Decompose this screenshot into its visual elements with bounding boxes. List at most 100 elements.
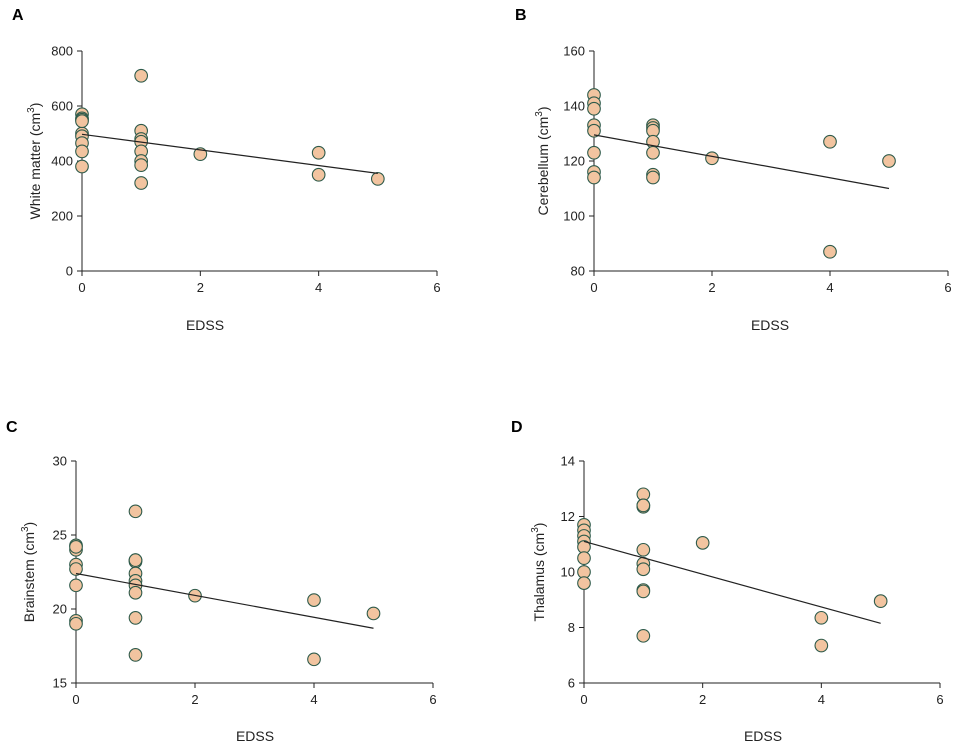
panel-c: C 15 20 25 30 0 2 4 6 EDSS Brainstem (cm3): [6, 419, 437, 744]
panel-b-point: [882, 154, 896, 168]
panel-a-x-tick-label: 0: [78, 280, 85, 295]
panel-a-point: [134, 68, 149, 83]
panel-a-point: [370, 172, 385, 186]
panel-a-y-tick-label: 0: [66, 264, 73, 279]
panel-d-trend-line: [583, 540, 881, 624]
panel-b-y-axis-title-end: ): [535, 106, 551, 111]
panel-b-y-tick-label: 120: [563, 154, 585, 169]
panel-b-y-tick-label: 100: [563, 209, 585, 224]
panel-c-y-axis-title-main: Brainstem (cm: [21, 532, 37, 622]
panel-d-x-axis-title: EDSS: [744, 728, 782, 744]
panel-a-y-axis-title-end: ): [27, 103, 43, 108]
panel-c-point: [69, 578, 83, 593]
panel-c-x-tick-label: 6: [429, 692, 436, 707]
panel-c-y-tick-label: 15: [53, 676, 67, 691]
panel-b-point: [587, 170, 601, 185]
panel-b-x-axis-title: EDSS: [751, 317, 789, 333]
panel-b-y-axis-title-sup: 3: [534, 111, 545, 117]
panel-b-y-tick-label: 140: [563, 99, 585, 114]
panel-b-point: [587, 145, 601, 160]
panel-d-y-axis-title-end: ): [531, 523, 547, 528]
panel-d-point: [695, 536, 710, 550]
panel-d-letter: D: [511, 419, 523, 436]
panel-c-y-tick-label: 20: [53, 602, 67, 617]
panel-d-y-tick-label: 6: [568, 676, 575, 691]
panel-a-point: [134, 176, 149, 190]
panel-c-point: [69, 616, 83, 631]
panel-a-y-axis-title-sup: 3: [26, 107, 37, 113]
panel-b-x-tick-label: 4: [826, 280, 833, 295]
panel-a-point: [75, 159, 89, 174]
panel-a-point: [193, 147, 208, 161]
panel-d-y-axis-title-main: Thalamus (cm: [531, 533, 547, 622]
panel-c-point: [128, 648, 143, 662]
panel-a-trend-line: [81, 133, 378, 174]
panel-c-point: [69, 539, 83, 554]
panel-b-x-tick-label: 0: [590, 280, 597, 295]
panel-c-point: [128, 585, 143, 600]
panel-d-x-tick-label: 0: [580, 692, 587, 707]
panel-b-y-axis-title: Cerebellum (cm3): [534, 106, 551, 215]
panel-c-y-axis-title: Brainstem (cm3): [20, 522, 37, 622]
panel-a-y-tick-label: 400: [51, 154, 73, 169]
panel-a-x-tick-label: 4: [315, 280, 322, 295]
panel-a-y-axis-title-main: White matter (cm: [27, 113, 43, 220]
panel-d-point: [636, 542, 651, 557]
panel-d-x-tick-label: 4: [818, 692, 825, 707]
panel-c-point: [307, 652, 321, 667]
panel-d-point: [814, 638, 829, 653]
panel-b-x-tick-label: 2: [708, 280, 715, 295]
panel-a-y-tick-label: 200: [51, 209, 73, 224]
panel-d-point: [577, 576, 591, 590]
panel-a-x-axis-title: EDSS: [186, 317, 224, 333]
panel-c-point: [128, 611, 143, 625]
panel-d-point: [873, 594, 888, 608]
panel-a-point: [75, 114, 89, 128]
panel-c-y-axis-title-sup: 3: [20, 526, 31, 532]
panel-b-letter: B: [515, 7, 527, 24]
panel-b: B 80 100 120 140 160 0 2 4 6 EDSS Cerebellum (cm3): [515, 7, 952, 333]
panel-b-point: [823, 244, 837, 259]
panel-b-y-tick-label: 160: [563, 44, 585, 59]
panel-c-point: [128, 504, 143, 519]
panel-c-x-axis-title: EDSS: [236, 728, 274, 744]
panel-a-y-tick-label: 800: [51, 44, 73, 59]
panel-a-y-tick-label: 600: [51, 99, 73, 114]
panel-d-point: [636, 498, 651, 513]
panel-d-y-tick-label: 8: [568, 620, 575, 635]
panel-b-trend-line: [593, 134, 890, 190]
panel-b-point: [587, 101, 601, 116]
panel-c-point: [69, 562, 83, 576]
panel-c-y-axis-title-end: ): [21, 522, 37, 527]
panel-b-point: [646, 145, 660, 160]
panel-a-letter: A: [12, 7, 24, 24]
panel-d-x-tick-label: 2: [699, 692, 706, 707]
panel-d-y-tick-label: 12: [561, 509, 575, 524]
panel-d-point: [636, 628, 651, 643]
panel-c-trend-line: [75, 572, 374, 629]
panel-d-point: [636, 584, 651, 599]
panel-d-point: [636, 562, 651, 577]
panel-c-point: [128, 553, 143, 568]
panel-d-y-tick-label: 10: [561, 565, 575, 580]
panel-d-x-tick-label: 6: [936, 692, 943, 707]
panel-a: A 0 200 400 600 800 0 2 4 6 EDSS White matter (cm3): [12, 7, 441, 333]
panel-b-y-axis-title-main: Cerebellum (cm: [535, 117, 551, 216]
panel-a-point: [75, 144, 89, 159]
panel-c-x-tick-label: 0: [72, 692, 79, 707]
panel-d-point: [577, 551, 591, 565]
panel-a-x-tick-label: 2: [197, 280, 204, 295]
panel-c-point: [366, 606, 381, 621]
panel-a-point: [311, 145, 326, 160]
panel-b-point: [587, 123, 601, 138]
panel-c-y-tick-label: 30: [53, 454, 67, 469]
panel-a-point: [134, 158, 149, 172]
panel-d-y-axis-title: Thalamus (cm3): [530, 523, 547, 622]
panel-b-x-tick-label: 6: [944, 280, 951, 295]
panel-b-point: [823, 134, 837, 149]
panel-b-point: [646, 170, 660, 185]
panel-c-letter: C: [6, 419, 18, 436]
panel-d-y-tick-label: 14: [561, 454, 575, 469]
panel-c-point: [307, 593, 321, 607]
